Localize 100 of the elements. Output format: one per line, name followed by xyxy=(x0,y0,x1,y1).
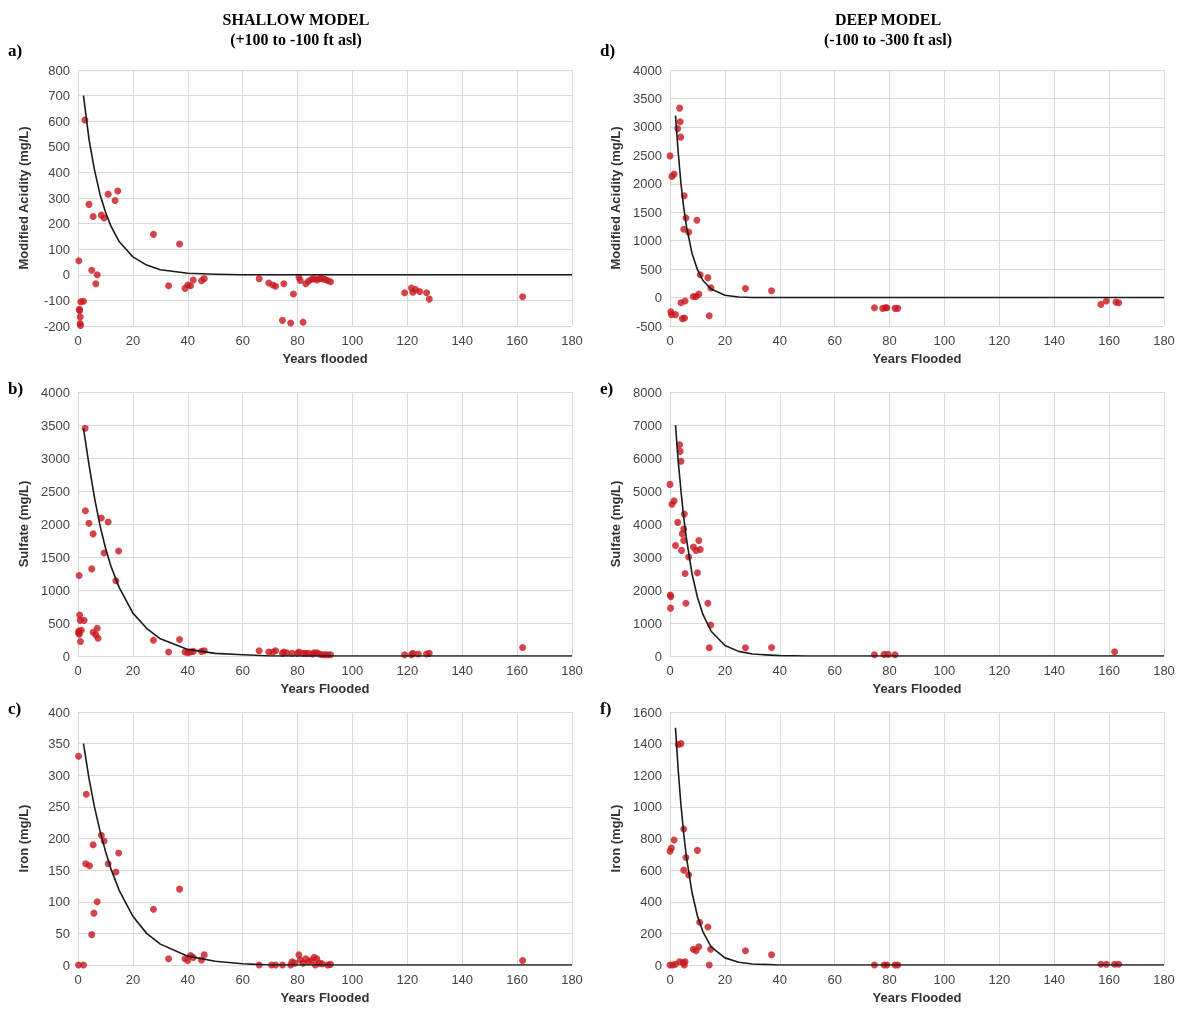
y-tick-label: 200 xyxy=(640,925,662,941)
y-tick-label: 1000 xyxy=(41,582,70,598)
x-tick-label: 180 xyxy=(1153,972,1175,987)
x-tick-label: 80 xyxy=(882,663,897,678)
x-tick-label: 40 xyxy=(180,333,196,348)
y-tick-label: -500 xyxy=(635,318,662,334)
y-axis-title: Iron (mg/L) xyxy=(608,804,623,873)
x-tick-label: 180 xyxy=(1153,333,1175,348)
x-tick-label: 60 xyxy=(827,663,842,678)
y-tick-label: 3000 xyxy=(633,119,662,135)
y-tick-label: 200 xyxy=(48,831,70,846)
y-tick-label: 3500 xyxy=(633,90,662,106)
y-tick-label: 0 xyxy=(654,957,662,973)
x-tick-label: 140 xyxy=(451,663,474,678)
x-tick-label: 80 xyxy=(882,972,897,987)
x-tick-label: 0 xyxy=(74,972,82,987)
x-tick-label: 160 xyxy=(506,663,528,678)
y-tick-label: 800 xyxy=(48,62,70,78)
text: e) xyxy=(600,379,614,398)
y-tick-label: 150 xyxy=(48,862,70,878)
text: d) xyxy=(600,41,616,60)
y-tick-label: 3500 xyxy=(41,417,70,433)
text: f) xyxy=(600,699,612,718)
x-tick-label: 100 xyxy=(933,333,956,348)
y-tick-label: 0 xyxy=(654,290,662,306)
y-tick-label: 100 xyxy=(48,241,70,257)
x-tick-label: 100 xyxy=(933,663,956,678)
x-tick-label: 160 xyxy=(1098,972,1120,987)
y-axis-title: Modified Acidity (mg/L) xyxy=(16,126,31,270)
y-tick-label: 5000 xyxy=(633,483,662,499)
x-tick-label: 160 xyxy=(1098,663,1120,678)
x-tick-label: 0 xyxy=(666,333,674,348)
text: b) xyxy=(8,379,24,398)
x-tick-label: 20 xyxy=(125,663,141,678)
x-axis-title: Years flooded xyxy=(282,350,368,366)
y-tick-label: 3000 xyxy=(41,450,70,466)
y-tick-label: 400 xyxy=(640,894,662,910)
y-tick-label: 300 xyxy=(48,190,70,206)
y-tick-label: 600 xyxy=(48,113,70,129)
x-tick-label: 180 xyxy=(1153,663,1175,678)
x-tick-label: 40 xyxy=(180,972,196,987)
chart-title: SHALLOW MODEL xyxy=(222,10,370,28)
x-axis-title: Years Flooded xyxy=(872,680,962,696)
x-tick-label: 160 xyxy=(506,972,528,987)
y-tick-label: 400 xyxy=(48,164,70,180)
chart-title: DEEP MODEL xyxy=(834,10,942,28)
y-tick-label: 400 xyxy=(48,704,70,720)
y-axis-title: Sulfate (mg/L) xyxy=(16,480,31,568)
x-tick-label: 20 xyxy=(717,333,733,348)
x-tick-label: 0 xyxy=(666,972,674,987)
y-tick-label: 1000 xyxy=(633,615,662,631)
y-tick-label: 1500 xyxy=(633,204,662,220)
y-tick-label: 2500 xyxy=(41,483,70,499)
x-tick-label: 20 xyxy=(717,663,733,678)
y-tick-label: 2000 xyxy=(633,176,662,192)
y-tick-label: 3000 xyxy=(633,549,662,565)
y-axis-title: Modified Acidity (mg/L) xyxy=(608,126,623,270)
y-tick-label: 2500 xyxy=(633,147,662,163)
x-tick-label: 140 xyxy=(1043,972,1066,987)
y-tick-label: 700 xyxy=(48,88,70,104)
x-tick-label: 120 xyxy=(988,972,1011,987)
x-tick-label: 100 xyxy=(341,972,364,987)
y-tick-label: 7000 xyxy=(633,417,662,433)
x-tick-label: 100 xyxy=(341,333,364,348)
y-axis-title: Sulfate (mg/L) xyxy=(608,480,623,568)
y-tick-label: 250 xyxy=(48,799,70,815)
y-tick-label: 300 xyxy=(48,767,70,783)
x-tick-label: 60 xyxy=(235,333,250,348)
x-tick-label: 60 xyxy=(235,972,250,987)
x-tick-label: 140 xyxy=(1043,663,1066,678)
x-tick-label: 100 xyxy=(933,972,956,987)
x-axis-title: Years Flooded xyxy=(872,989,962,1005)
y-tick-label: -100 xyxy=(43,292,70,308)
y-tick-label: 500 xyxy=(640,261,662,277)
y-tick-label: 1500 xyxy=(41,549,70,565)
y-tick-label: 100 xyxy=(48,894,70,910)
y-axis-title: Iron (mg/L) xyxy=(16,804,31,873)
x-tick-label: 120 xyxy=(396,972,419,987)
y-tick-label: 600 xyxy=(640,862,662,878)
x-tick-label: 180 xyxy=(561,663,583,678)
y-tick-label: 1200 xyxy=(633,767,662,783)
x-tick-label: 80 xyxy=(290,663,305,678)
x-tick-label: 80 xyxy=(290,972,305,987)
y-tick-label: 1400 xyxy=(633,736,662,752)
x-tick-label: 0 xyxy=(74,663,82,678)
x-tick-label: 40 xyxy=(772,333,788,348)
y-tick-label: 0 xyxy=(62,267,70,283)
y-tick-label: 800 xyxy=(640,831,662,846)
x-axis-title: Years Flooded xyxy=(280,680,370,696)
chart-subtitle: (-100 to -300 ft asl) xyxy=(824,30,952,49)
y-tick-label: -200 xyxy=(43,318,70,334)
x-tick-label: 40 xyxy=(180,663,196,678)
y-tick-label: 350 xyxy=(48,736,70,752)
x-tick-label: 0 xyxy=(666,663,674,678)
x-tick-label: 20 xyxy=(125,972,141,987)
y-tick-label: 1000 xyxy=(633,233,662,249)
chart-subtitle: (+100 to -100 ft asl) xyxy=(230,30,362,49)
x-tick-label: 60 xyxy=(827,333,842,348)
y-tick-label: 2000 xyxy=(633,582,662,598)
x-tick-label: 80 xyxy=(882,333,897,348)
